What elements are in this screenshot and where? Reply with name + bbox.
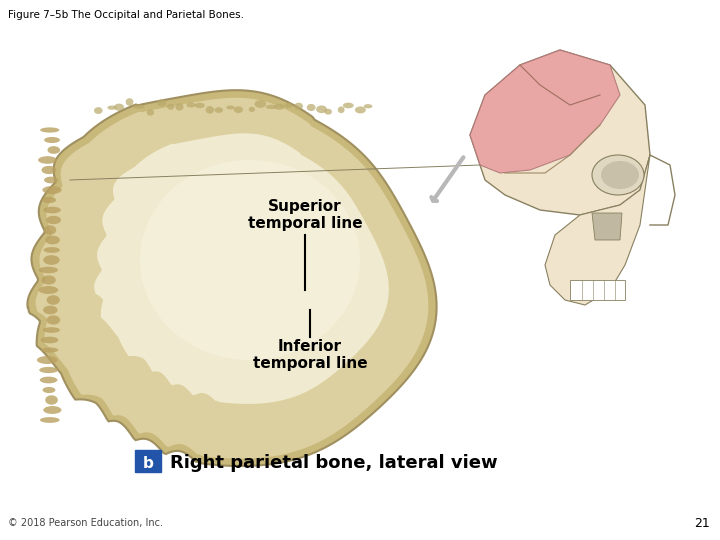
Ellipse shape [234,106,243,113]
Ellipse shape [39,306,58,314]
Ellipse shape [45,296,58,304]
Ellipse shape [42,355,60,364]
Ellipse shape [38,237,60,243]
Polygon shape [592,213,622,240]
Ellipse shape [40,396,58,404]
Ellipse shape [126,98,133,106]
Ellipse shape [215,107,223,113]
Ellipse shape [133,105,145,109]
Ellipse shape [294,103,303,110]
Ellipse shape [42,156,56,164]
Ellipse shape [44,285,58,295]
Ellipse shape [307,104,315,111]
Ellipse shape [248,107,255,112]
Text: 21: 21 [694,517,710,530]
Ellipse shape [274,104,284,110]
Ellipse shape [266,105,277,109]
Polygon shape [35,98,428,458]
Ellipse shape [40,387,59,393]
Text: Inferior
temporal line: Inferior temporal line [253,339,367,371]
Ellipse shape [324,109,332,114]
Ellipse shape [43,217,63,224]
Ellipse shape [157,99,166,106]
Ellipse shape [355,106,366,113]
Ellipse shape [45,127,60,133]
Ellipse shape [39,195,56,205]
Text: Right parietal bone, lateral view: Right parietal bone, lateral view [170,454,498,472]
Ellipse shape [42,206,57,214]
Ellipse shape [206,106,214,113]
Ellipse shape [36,187,58,192]
Ellipse shape [592,155,644,195]
Ellipse shape [39,315,56,325]
Ellipse shape [140,160,360,360]
Ellipse shape [42,227,59,233]
Ellipse shape [42,275,57,285]
Ellipse shape [147,110,154,116]
Ellipse shape [226,105,235,110]
Ellipse shape [40,415,60,425]
Ellipse shape [186,103,196,107]
Ellipse shape [364,104,372,109]
Ellipse shape [40,337,58,343]
Ellipse shape [43,407,58,413]
Ellipse shape [601,161,639,189]
Polygon shape [27,90,436,466]
Ellipse shape [41,326,56,335]
FancyBboxPatch shape [135,450,161,472]
Ellipse shape [343,103,354,109]
Ellipse shape [94,107,103,114]
Ellipse shape [176,103,184,111]
Ellipse shape [42,167,62,173]
Ellipse shape [316,105,327,113]
Ellipse shape [254,100,266,108]
Ellipse shape [37,147,59,153]
Polygon shape [545,155,650,305]
Ellipse shape [167,104,174,110]
Bar [570,280,625,300]
Ellipse shape [37,175,57,185]
Ellipse shape [114,104,124,111]
Ellipse shape [284,103,292,108]
Ellipse shape [42,345,58,355]
Text: Superior
temporal line: Superior temporal line [248,199,362,231]
Polygon shape [470,50,650,215]
Ellipse shape [338,106,345,113]
Polygon shape [94,133,389,404]
Ellipse shape [45,137,62,143]
Text: Figure 7–5b The Occipital and Parietal Bones.: Figure 7–5b The Occipital and Parietal B… [8,10,244,20]
Text: © 2018 Pearson Education, Inc.: © 2018 Pearson Education, Inc. [8,518,163,528]
Polygon shape [470,50,620,173]
Ellipse shape [37,366,58,375]
Ellipse shape [107,105,117,110]
Ellipse shape [42,376,58,383]
Ellipse shape [41,266,60,274]
Ellipse shape [45,246,59,254]
Ellipse shape [195,103,204,108]
Ellipse shape [40,258,60,262]
Text: b: b [143,456,153,470]
